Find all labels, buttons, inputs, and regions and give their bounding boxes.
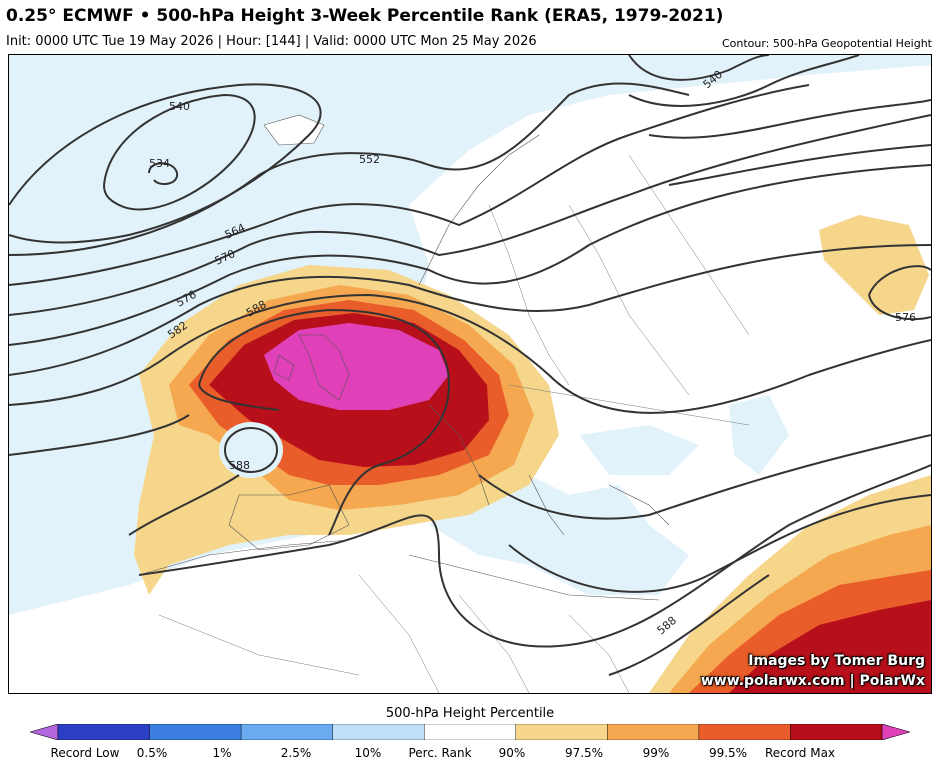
contour-534	[148, 162, 179, 186]
contour-label-552: 552	[359, 153, 380, 166]
colorbar-segment	[424, 724, 516, 740]
contour-cutoff	[224, 427, 278, 473]
colorbar-label: 0.5%	[136, 746, 168, 760]
colorbar-label: Perc. Rank	[408, 746, 472, 760]
anomaly-russia-90	[819, 215, 929, 315]
contour-570	[9, 164, 931, 346]
contour-description: Contour: 500-hPa Geopotential Height	[721, 37, 932, 50]
contour-label-540: 540	[169, 100, 190, 113]
credit-website: www.polarwx.com | PolarWx	[700, 673, 925, 689]
colorbar-label: 99%	[642, 746, 670, 760]
contour-546	[9, 83, 322, 244]
black-sea	[579, 425, 699, 475]
geopotential-contours	[9, 55, 931, 676]
contour-576	[9, 244, 931, 376]
coastlines	[138, 134, 670, 601]
colorbar-segment	[607, 724, 700, 740]
colorbar-arrow-low	[30, 724, 59, 740]
colorbar-segments	[30, 724, 910, 740]
colorbar-label: 97.5%	[564, 746, 604, 760]
colorbar-label: 1%	[212, 746, 232, 760]
colorbar-label: 99.5%	[708, 746, 748, 760]
map-canvas: 540 534 552 564 570 576 582 588 588 540 …	[9, 55, 931, 693]
contour-540-west	[103, 93, 256, 211]
anomaly-se-995	[729, 600, 931, 693]
iceland	[263, 114, 325, 146]
colorbar-segment	[149, 724, 242, 740]
colorbar-labels: Record Low 0.5% 1% 2.5% 10% Perc. Rank 90% 97.5…	[30, 746, 910, 766]
contour-label-588-cutoff: 588	[229, 459, 250, 472]
colorbar-arrow-high	[881, 724, 910, 740]
mediterranean-sea	[429, 475, 689, 595]
contour-552	[9, 82, 690, 256]
colorbar-title: 500-hPa Height Percentile	[385, 706, 555, 721]
map-subtitle: Init: 0000 UTC Tue 19 May 2026 | Hour: […	[6, 34, 537, 49]
colorbar-label: 2.5%	[280, 746, 312, 760]
contour-label-576-east: 576	[895, 311, 916, 324]
map-title: 0.25° ECMWF • 500-hPa Height 3-Week Perc…	[6, 6, 724, 26]
colorbar-label: 10%	[354, 746, 382, 760]
colorbar-segment	[790, 724, 883, 740]
colorbar-label: Record Max	[764, 746, 836, 760]
contour-label-534: 534	[149, 157, 170, 170]
caspian-sea	[729, 395, 789, 475]
credit-author: Images by Tomer Burg	[748, 653, 925, 669]
contour-588-ridge	[198, 308, 451, 536]
colorbar-segment	[332, 724, 425, 740]
contour-564	[9, 114, 931, 316]
colorbar-label: 90%	[498, 746, 526, 760]
contour-582	[9, 293, 931, 414]
colorbar-segment	[57, 724, 150, 740]
colorbar	[30, 724, 910, 740]
colorbar-segment	[240, 724, 333, 740]
contour-558	[9, 84, 810, 286]
cutoff-low-area	[219, 422, 283, 478]
anomaly-record-max-region	[264, 323, 449, 410]
colorbar-label: Record Low	[50, 746, 120, 760]
weather-map: 540 534 552 564 570 576 582 588 588 540 …	[8, 54, 932, 694]
contour-588-south	[138, 464, 931, 648]
colorbar-segment	[698, 724, 791, 740]
country-borders	[158, 154, 750, 693]
colorbar-segment	[515, 724, 608, 740]
